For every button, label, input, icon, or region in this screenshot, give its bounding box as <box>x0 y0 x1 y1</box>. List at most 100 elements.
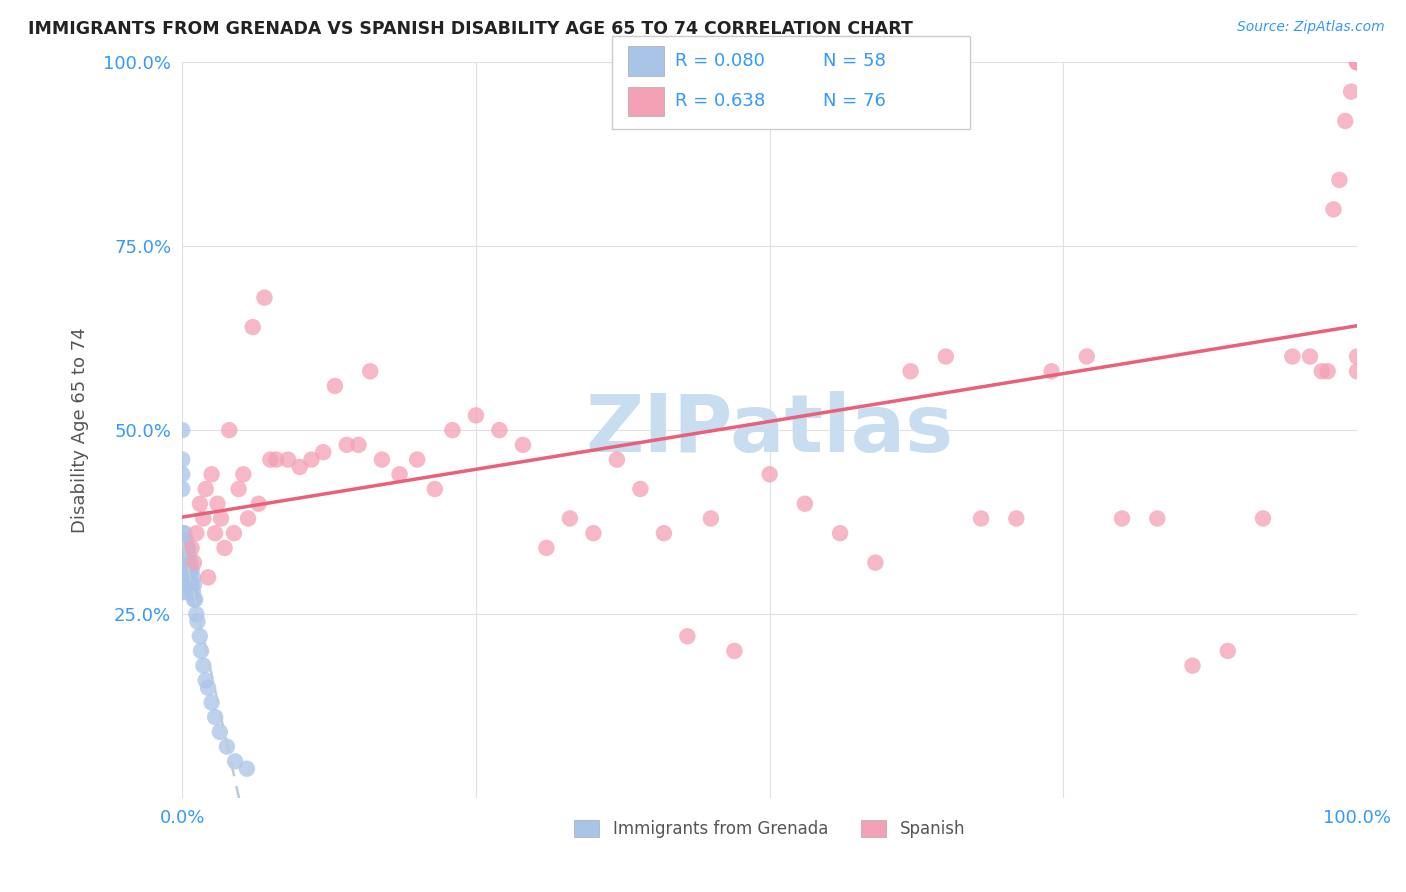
Point <box>214 541 236 555</box>
Point <box>215 739 238 754</box>
Point <box>184 592 207 607</box>
Point <box>201 696 224 710</box>
Point <box>176 577 198 591</box>
Point <box>174 533 197 548</box>
Point <box>1310 364 1333 378</box>
Text: R = 0.080: R = 0.080 <box>675 52 765 70</box>
Point <box>406 452 429 467</box>
Point <box>1005 511 1028 525</box>
Point <box>301 452 323 467</box>
Point <box>388 467 411 482</box>
Point <box>582 526 605 541</box>
Point <box>172 556 194 570</box>
Point <box>1346 350 1368 364</box>
Text: ZIPatlas: ZIPatlas <box>585 391 953 469</box>
Point <box>236 762 259 776</box>
Point <box>264 452 287 467</box>
Point <box>204 710 226 724</box>
Point <box>1216 644 1239 658</box>
Point <box>208 725 231 739</box>
Point <box>201 467 224 482</box>
Point <box>172 563 194 577</box>
Point <box>179 577 201 591</box>
Point <box>793 497 815 511</box>
Point <box>935 350 957 364</box>
Point <box>1329 173 1351 187</box>
Point <box>172 482 194 496</box>
Point <box>176 541 198 555</box>
Point <box>176 548 198 562</box>
Point <box>700 511 723 525</box>
Point <box>173 570 195 584</box>
Point <box>180 577 202 591</box>
Point <box>172 585 194 599</box>
Point <box>1346 55 1368 70</box>
Point <box>172 526 194 541</box>
Point <box>512 438 534 452</box>
Point <box>190 644 212 658</box>
Point <box>1251 511 1274 525</box>
Point <box>312 445 335 459</box>
Point <box>222 526 245 541</box>
Point <box>172 541 194 555</box>
Point <box>758 467 780 482</box>
Point <box>259 452 281 467</box>
Point <box>186 607 208 621</box>
Point <box>1340 85 1362 99</box>
Point <box>1111 511 1133 525</box>
Point <box>172 452 194 467</box>
Point <box>188 629 211 643</box>
Point <box>172 556 194 570</box>
Point <box>194 673 217 688</box>
Point <box>172 423 194 437</box>
Point <box>183 592 205 607</box>
Text: Source: ZipAtlas.com: Source: ZipAtlas.com <box>1237 20 1385 34</box>
Point <box>1181 658 1204 673</box>
Point <box>193 511 215 525</box>
Point <box>172 533 194 548</box>
Point <box>359 364 381 378</box>
Point <box>865 556 887 570</box>
Point <box>242 320 264 334</box>
Point <box>1346 55 1368 70</box>
Point <box>224 755 246 769</box>
Point <box>232 467 254 482</box>
Point <box>347 438 370 452</box>
Point <box>173 526 195 541</box>
Point <box>194 482 217 496</box>
Text: N = 76: N = 76 <box>823 92 886 110</box>
Point <box>1346 364 1368 378</box>
Point <box>253 291 276 305</box>
Point <box>204 526 226 541</box>
Point <box>176 563 198 577</box>
Point <box>177 548 200 562</box>
Point <box>174 570 197 584</box>
Point <box>172 548 194 562</box>
Point <box>172 585 194 599</box>
Point <box>186 615 208 629</box>
Point <box>181 585 204 599</box>
Point <box>247 497 270 511</box>
Point <box>1076 350 1098 364</box>
Point <box>1346 55 1368 70</box>
Point <box>830 526 852 541</box>
Point <box>180 541 202 555</box>
Point <box>218 423 240 437</box>
Point <box>1146 511 1168 525</box>
Point <box>288 459 311 474</box>
Point <box>723 644 745 658</box>
Point <box>186 526 208 541</box>
Point <box>177 563 200 577</box>
Point <box>228 482 250 496</box>
Point <box>464 409 486 423</box>
Point <box>197 570 219 584</box>
Point <box>371 452 394 467</box>
Point <box>1346 55 1368 70</box>
Point <box>172 570 194 584</box>
Text: IMMIGRANTS FROM GRENADA VS SPANISH DISABILITY AGE 65 TO 74 CORRELATION CHART: IMMIGRANTS FROM GRENADA VS SPANISH DISAB… <box>28 20 912 37</box>
Point <box>177 577 200 591</box>
Point <box>179 548 201 562</box>
Point <box>209 511 232 525</box>
Point <box>197 681 219 695</box>
Point <box>652 526 675 541</box>
